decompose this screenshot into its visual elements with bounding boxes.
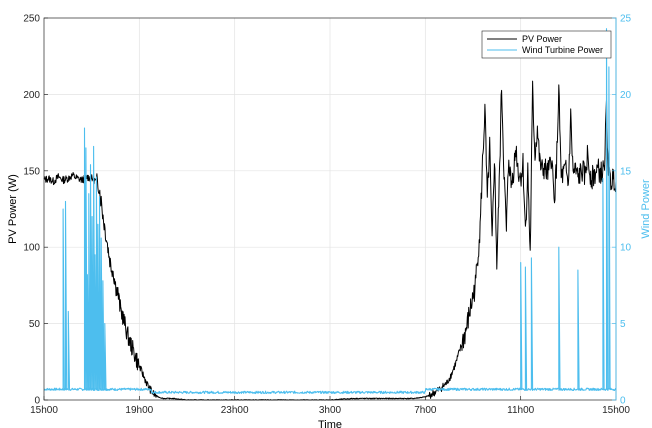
- y-right-tick-label: 15: [620, 166, 632, 177]
- y-left-tick-label: 50: [29, 319, 41, 330]
- y-right-tick-label: 5: [620, 319, 626, 330]
- y-left-tick-label: 0: [34, 396, 40, 407]
- legend-label-wind: Wind Turbine Power: [522, 45, 603, 55]
- y-right-tick-label: 20: [620, 90, 632, 101]
- y-right-tick-label: 10: [620, 243, 632, 254]
- legend-label-pv: PV Power: [522, 34, 562, 44]
- y-axis-right-title: Wind Power: [640, 179, 652, 239]
- x-tick-label: 23h00: [221, 405, 249, 416]
- x-tick-label: 7h00: [414, 405, 437, 416]
- wind-power-line: [43, 28, 617, 395]
- x-axis-title: Time: [318, 419, 342, 428]
- legend-box: [481, 30, 612, 59]
- x-tick-label: 11h00: [507, 405, 535, 416]
- y-left-tick-label: 100: [23, 243, 40, 254]
- y-right-tick-label: 0: [620, 396, 626, 407]
- y-right-tick-label: 25: [620, 14, 632, 25]
- x-tick-label: 19h00: [125, 405, 153, 416]
- x-axis: 15h00 19h00 23h00 3h00 7h00 11h00 15h00: [30, 396, 630, 416]
- legend: PV Power Wind Turbine Power: [481, 30, 612, 59]
- y-axis-left: 0 50 100 150 200 250: [23, 14, 48, 407]
- y-left-tick-label: 250: [23, 14, 40, 25]
- y-left-tick-label: 200: [23, 90, 40, 101]
- x-tick-label: 15h00: [30, 405, 58, 416]
- wind-power-series: [43, 28, 617, 395]
- y-left-tick-label: 150: [23, 166, 40, 177]
- x-tick-label: 15h00: [602, 405, 630, 416]
- y-axis-right: 0 5 10 15 20 25: [612, 14, 632, 407]
- y-axis-left-title: PV Power (W): [7, 174, 19, 244]
- x-tick-label: 3h00: [319, 405, 342, 416]
